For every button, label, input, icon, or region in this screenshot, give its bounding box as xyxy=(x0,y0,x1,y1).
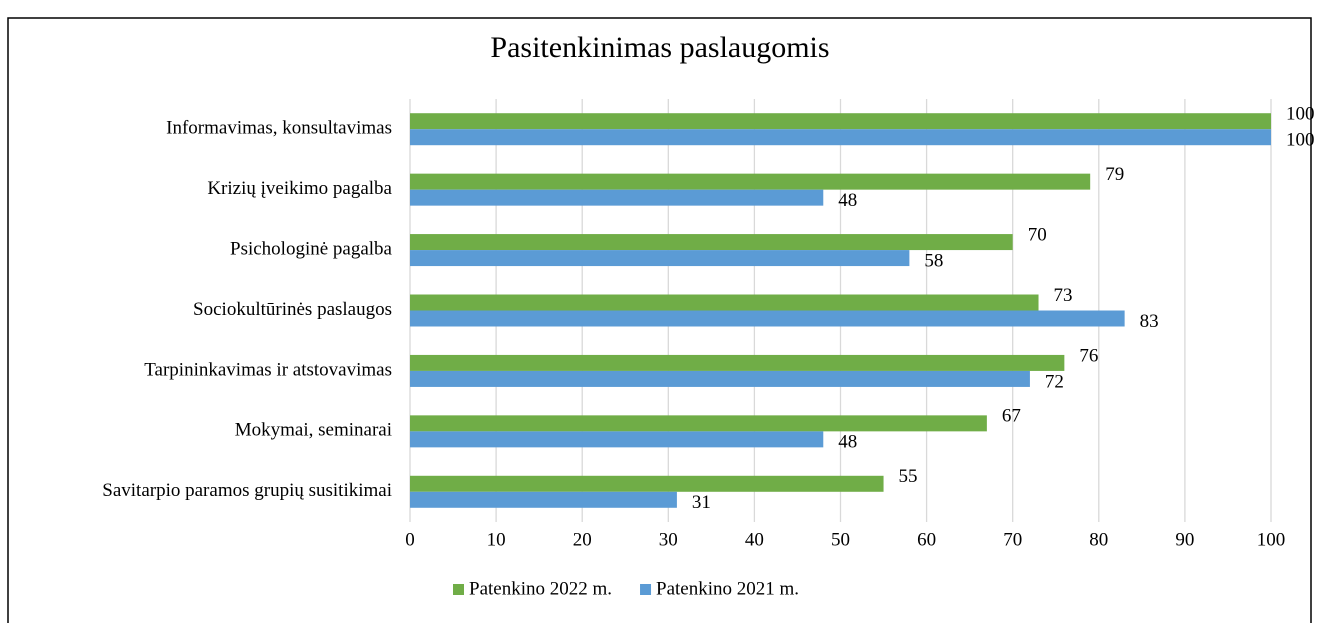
x-tick-label: 50 xyxy=(831,529,850,550)
data-label: 48 xyxy=(838,190,857,211)
bar xyxy=(410,234,1013,251)
legend-label: Patenkino 2021 m. xyxy=(656,578,799,599)
y-tick-label: Tarpininkavimas ir atstovavimas xyxy=(144,359,392,380)
bar xyxy=(410,431,824,448)
bar xyxy=(410,129,1271,146)
x-tick-label: 80 xyxy=(1089,529,1108,550)
bar xyxy=(410,113,1271,130)
x-tick-label: 20 xyxy=(573,529,592,550)
x-tick-label: 40 xyxy=(745,529,764,550)
data-label: 76 xyxy=(1079,345,1098,366)
data-label: 31 xyxy=(692,492,711,513)
bar xyxy=(410,189,824,206)
x-tick-label: 30 xyxy=(659,529,678,550)
chart-title: Pasitenkinimas paslaugomis xyxy=(490,31,829,64)
y-tick-label: Informavimas, konsultavimas xyxy=(166,118,392,139)
data-label: 55 xyxy=(899,466,918,487)
y-tick-label: Sociokultūrinės paslaugos xyxy=(193,299,392,320)
data-label: 72 xyxy=(1045,371,1064,392)
x-tick-label: 70 xyxy=(1003,529,1022,550)
bar xyxy=(410,415,987,432)
data-label: 100 xyxy=(1286,130,1315,151)
bar xyxy=(410,250,910,267)
data-label: 100 xyxy=(1286,104,1315,125)
legend-label: Patenkino 2022 m. xyxy=(469,578,612,599)
bar xyxy=(410,310,1125,327)
y-tick-label: Psichologinė pagalba xyxy=(230,238,393,259)
data-label: 73 xyxy=(1054,285,1073,306)
data-label: 83 xyxy=(1140,311,1159,332)
x-tick-label: 60 xyxy=(917,529,936,550)
y-tick-label: Krizių įveikimo pagalba xyxy=(207,178,392,199)
data-label: 70 xyxy=(1028,224,1047,245)
x-tick-label: 100 xyxy=(1257,529,1286,550)
x-tick-label: 10 xyxy=(487,529,506,550)
bar xyxy=(410,475,884,492)
bar xyxy=(410,294,1039,311)
x-tick-label: 0 xyxy=(405,529,415,550)
bar xyxy=(410,491,677,508)
bar xyxy=(410,173,1091,190)
legend-swatch xyxy=(640,584,652,595)
data-label: 79 xyxy=(1105,164,1124,185)
data-label: 48 xyxy=(838,432,857,453)
legend-swatch xyxy=(453,584,464,595)
y-tick-label: Savitarpio paramos grupių susitikimai xyxy=(102,480,392,501)
bar xyxy=(410,354,1065,371)
data-label: 67 xyxy=(1002,406,1021,427)
x-tick-label: 90 xyxy=(1175,529,1194,550)
data-label: 58 xyxy=(924,250,943,271)
y-tick-label: Mokymai, seminarai xyxy=(235,420,392,441)
bar xyxy=(410,370,1030,387)
